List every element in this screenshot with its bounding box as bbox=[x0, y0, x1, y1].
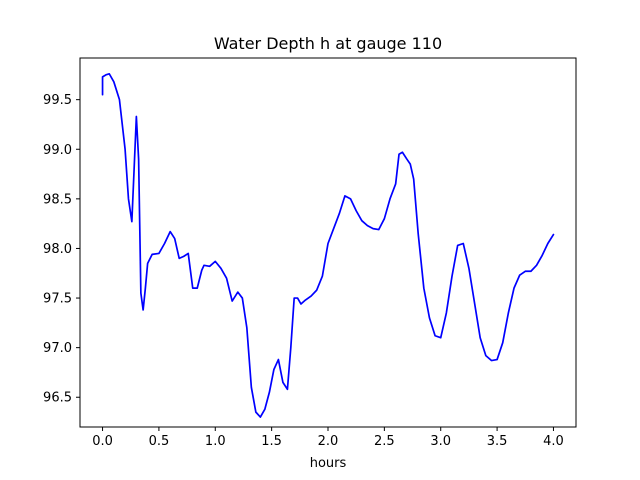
x-tick-label: 0.0 bbox=[92, 434, 113, 449]
y-axis: 96.5 97.0 97.5 98.0 98.5 99.0 99.5 bbox=[43, 93, 80, 406]
x-tick-label: 1.5 bbox=[261, 434, 282, 449]
y-tick-label: 99.0 bbox=[43, 143, 72, 158]
y-tick-label: 98.0 bbox=[43, 242, 72, 257]
x-axis-label: hours bbox=[310, 456, 347, 471]
y-tick-label: 98.5 bbox=[43, 192, 72, 207]
series-layer bbox=[101, 73, 555, 418]
x-tick-label: 2.0 bbox=[318, 434, 339, 449]
x-axis: 0.0 0.5 1.0 1.5 2.0 2.5 3.0 3.5 4.0 bbox=[92, 427, 564, 449]
x-tick-label: 2.5 bbox=[374, 434, 395, 449]
chart-title: Water Depth h at gauge 110 bbox=[214, 34, 442, 53]
x-tick-label: 3.0 bbox=[430, 434, 451, 449]
y-tick-label: 97.5 bbox=[43, 292, 72, 307]
y-tick-label: 97.0 bbox=[43, 341, 72, 356]
x-tick-label: 1.0 bbox=[205, 434, 226, 449]
y-tick-label: 99.5 bbox=[43, 93, 72, 108]
x-tick-label: 3.5 bbox=[487, 434, 508, 449]
x-tick-label: 0.5 bbox=[149, 434, 170, 449]
x-tick-label: 4.0 bbox=[543, 434, 564, 449]
series-line-0 bbox=[101, 73, 555, 418]
y-tick-label: 96.5 bbox=[43, 391, 72, 406]
